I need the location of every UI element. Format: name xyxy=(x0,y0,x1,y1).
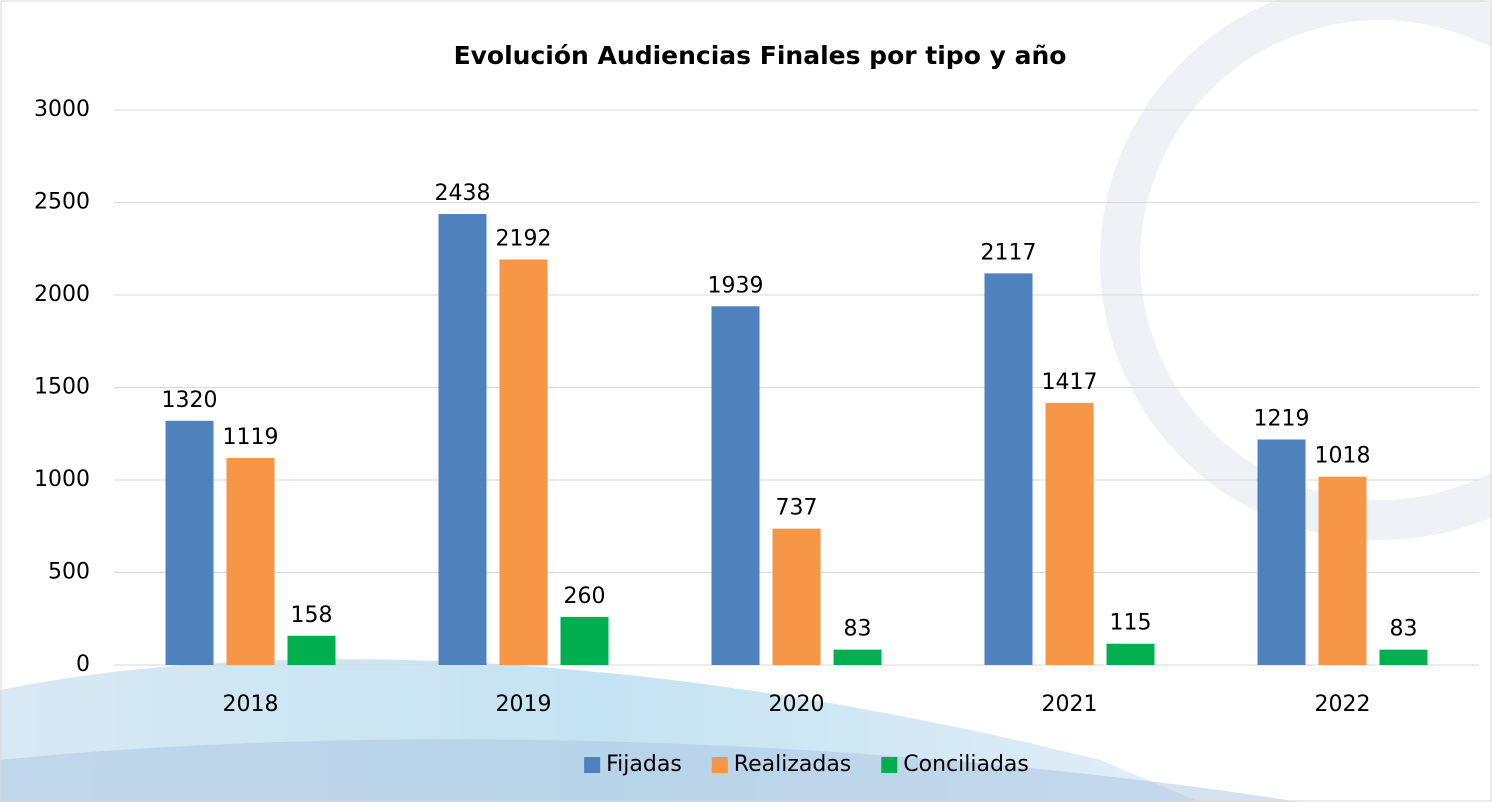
bar xyxy=(833,649,882,665)
legend-swatch xyxy=(584,757,601,773)
bar xyxy=(438,213,487,665)
data-label: 2117 xyxy=(981,240,1037,265)
legend-label: Conciliadas xyxy=(903,752,1029,777)
y-tick-label: 1000 xyxy=(34,467,90,492)
data-label: 2438 xyxy=(435,181,491,206)
y-tick-label: 2000 xyxy=(34,282,90,307)
y-tick-label: 500 xyxy=(48,560,90,585)
data-label: 260 xyxy=(564,584,606,609)
bar xyxy=(1318,476,1367,665)
bar xyxy=(560,616,609,665)
bar xyxy=(1106,643,1155,665)
x-tick-label: 2021 xyxy=(1042,692,1098,717)
data-label: 1320 xyxy=(162,388,218,413)
legend-label: Realizadas xyxy=(734,752,851,777)
data-label: 1939 xyxy=(708,273,764,298)
bar xyxy=(499,259,548,665)
data-label: 1417 xyxy=(1042,370,1098,395)
data-label: 158 xyxy=(291,603,333,628)
bar xyxy=(1379,649,1428,665)
data-label: 2192 xyxy=(496,226,552,251)
bar xyxy=(772,528,821,665)
x-tick-label: 2020 xyxy=(769,692,825,717)
bar xyxy=(984,273,1033,665)
y-tick-label: 1500 xyxy=(34,375,90,400)
bar xyxy=(287,635,336,665)
x-tick-label: 2018 xyxy=(223,692,279,717)
decoration xyxy=(0,739,1300,802)
chart-title: Evolución Audiencias Finales por tipo y … xyxy=(454,41,1067,70)
legend-label: Fijadas xyxy=(606,752,682,777)
bar xyxy=(711,306,760,665)
bar xyxy=(1045,402,1094,665)
x-tick-label: 2019 xyxy=(496,692,552,717)
y-tick-label: 0 xyxy=(76,652,90,677)
data-label: 1018 xyxy=(1315,444,1371,469)
data-label: 83 xyxy=(1390,617,1418,642)
y-tick-label: 2500 xyxy=(34,190,90,215)
bar xyxy=(1257,439,1306,665)
x-tick-label: 2022 xyxy=(1315,692,1371,717)
legend-swatch xyxy=(881,757,898,773)
data-label: 737 xyxy=(776,496,818,521)
data-label: 115 xyxy=(1110,611,1152,636)
data-label: 1119 xyxy=(223,425,279,450)
legend-swatch xyxy=(711,757,728,773)
data-label: 83 xyxy=(844,617,872,642)
bar xyxy=(165,420,214,665)
data-label: 1219 xyxy=(1254,406,1310,431)
y-tick-label: 3000 xyxy=(34,97,90,122)
bar xyxy=(226,457,275,665)
watermark xyxy=(1100,0,1492,540)
